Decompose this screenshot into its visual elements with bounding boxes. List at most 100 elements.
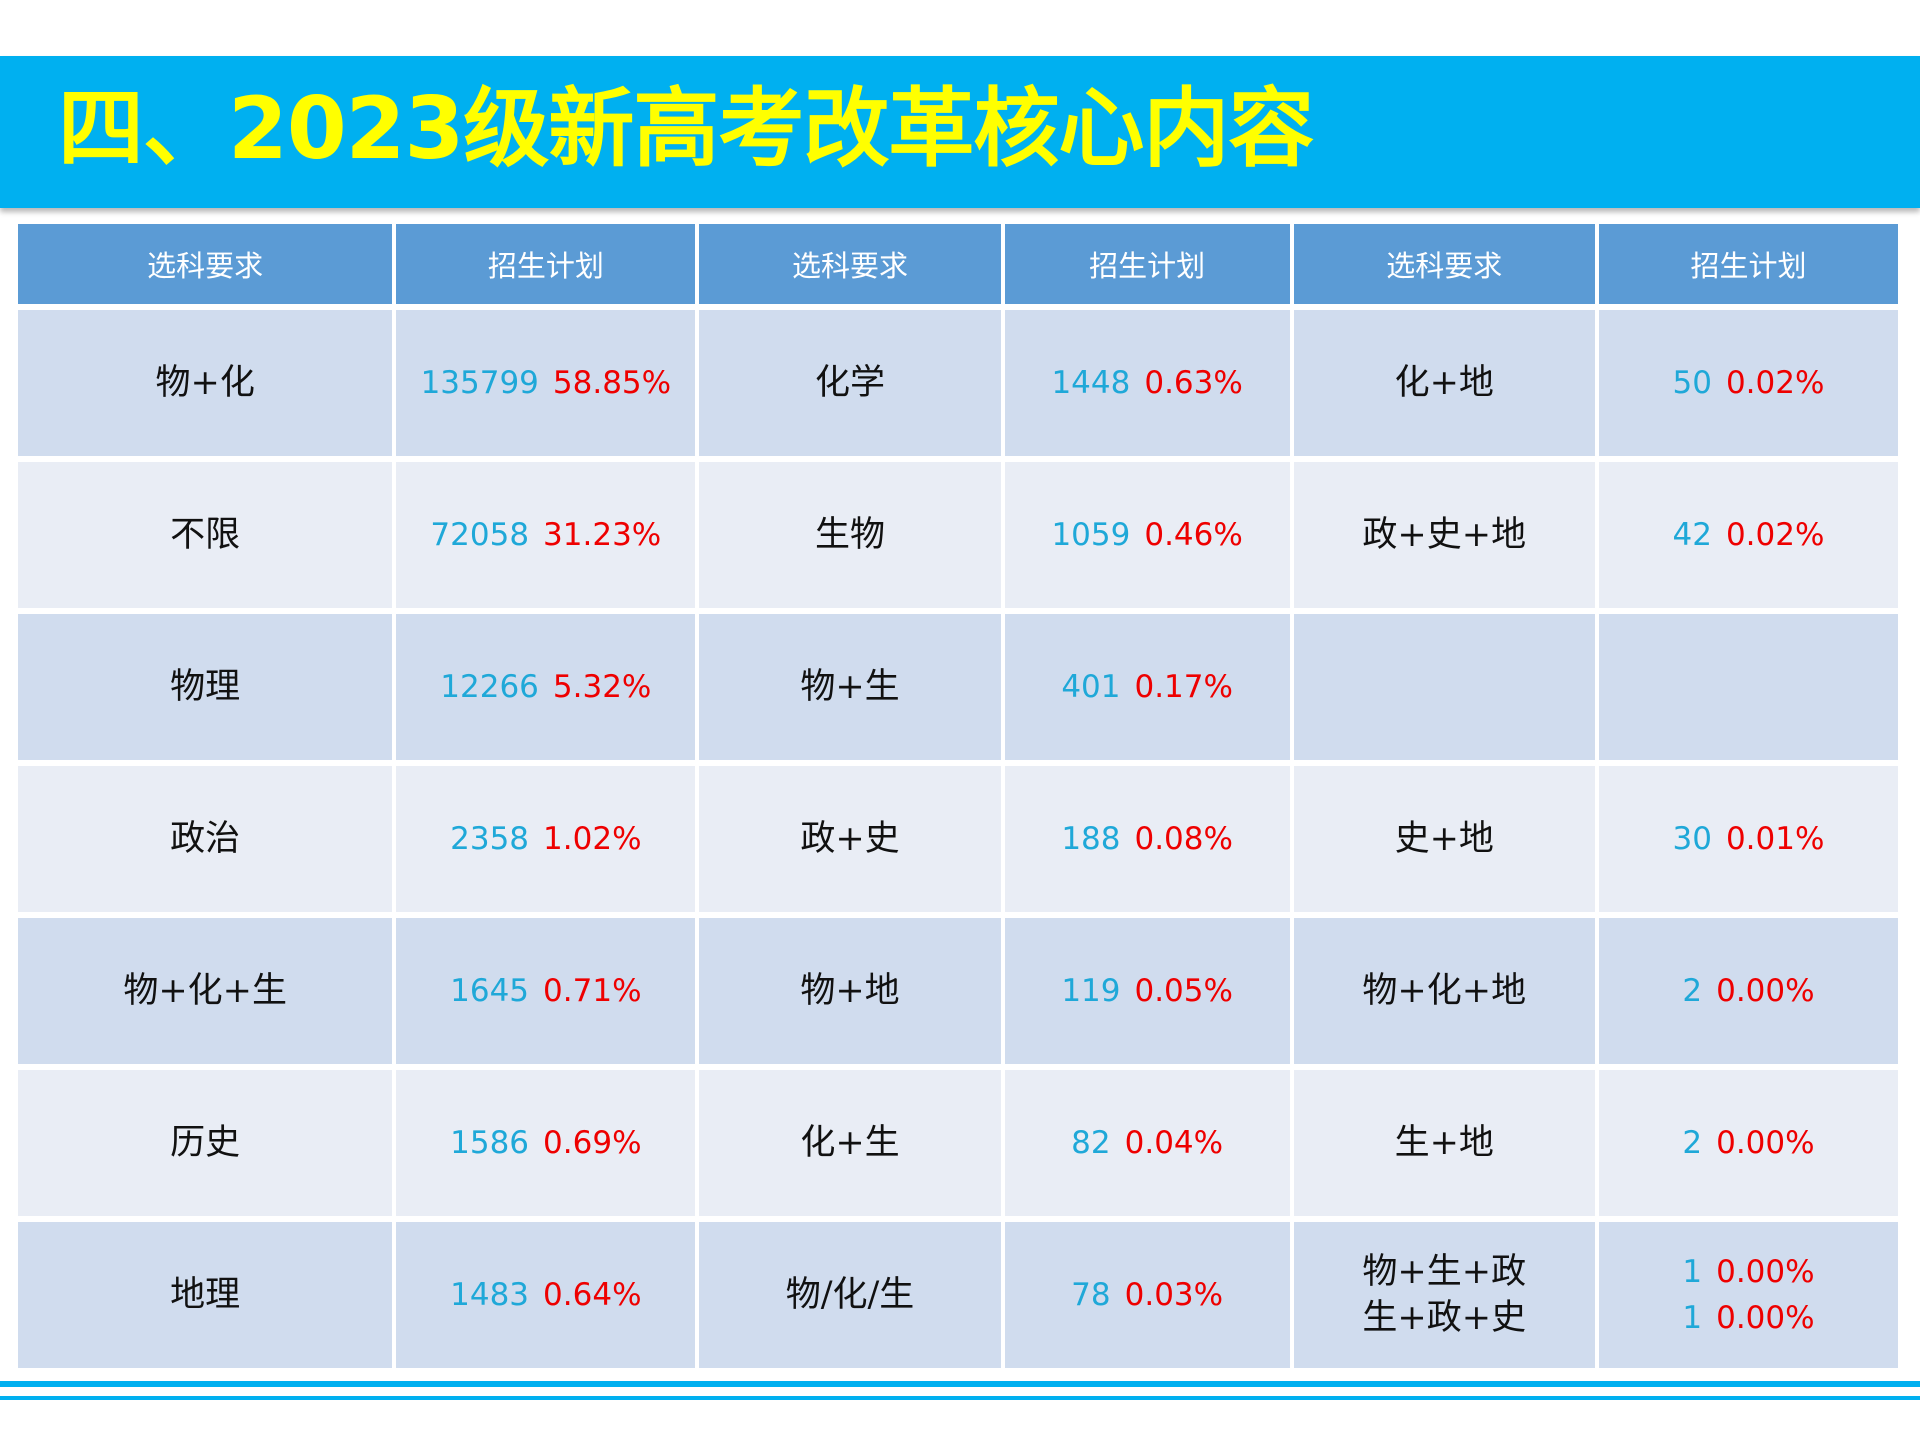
footer-rule-top xyxy=(0,1381,1920,1387)
plan-entry: 12266 5.32% xyxy=(396,664,695,710)
plan-percent: 0.17% xyxy=(1134,669,1233,705)
plan-percent: 0.64% xyxy=(543,1277,642,1313)
plan-entry: 30 0.01% xyxy=(1599,816,1898,862)
enrollment-plan: 1 0.00% 1 0.00% xyxy=(1599,1249,1898,1341)
plan-count: 1 xyxy=(1682,1254,1703,1290)
plan-entry: 135799 58.85% xyxy=(396,360,695,406)
plan-count: 1 xyxy=(1682,1300,1703,1336)
subject-cell xyxy=(1293,614,1595,760)
subject-plan-table: 选科要求 招生计划 选科要求 招生计划 选科要求 招生计划 物+化 135799 5… xyxy=(14,218,1902,1374)
header-enrollment-plan-2: 招生计划 xyxy=(1004,224,1290,304)
plan-cell: 1 0.00% 1 0.00% xyxy=(1598,1222,1898,1368)
plan-count: 2 xyxy=(1682,1125,1703,1161)
subject-requirement: 物+地 xyxy=(699,968,1000,1014)
enrollment-plan: 82 0.04% xyxy=(1005,1120,1290,1166)
plan-entry: 1059 0.46% xyxy=(1005,512,1290,558)
subject-cell: 政+史+地 xyxy=(1293,462,1595,608)
plan-entry: 188 0.08% xyxy=(1005,816,1290,862)
subject-cell: 生物 xyxy=(699,462,1001,608)
subject-requirement: 化学 xyxy=(699,360,1000,406)
plan-cell: 1483 0.64% xyxy=(396,1222,696,1368)
plan-entry: 1483 0.64% xyxy=(396,1272,695,1318)
plan-count: 1448 xyxy=(1051,365,1131,401)
subject-requirement: 物+化 xyxy=(18,360,392,406)
plan-percent: 0.63% xyxy=(1144,365,1243,401)
plan-cell: 2 0.00% xyxy=(1598,918,1898,1064)
plan-percent: 0.00% xyxy=(1716,1125,1815,1161)
plan-count: 2 xyxy=(1682,973,1703,1009)
subject-cell: 物+化 xyxy=(18,310,393,456)
subject-cell: 化+生 xyxy=(699,1070,1001,1216)
plan-percent: 0.03% xyxy=(1124,1277,1224,1313)
header-enrollment-plan-3: 招生计划 xyxy=(1598,224,1898,304)
subject-text: 地理 xyxy=(170,1275,241,1315)
enrollment-plan: 42 0.02% xyxy=(1599,512,1898,558)
subject-cell: 化+地 xyxy=(1293,310,1595,456)
enrollment-plan: 1586 0.69% xyxy=(396,1120,695,1166)
subject-text: 化+地 xyxy=(1394,363,1494,403)
plan-count: 30 xyxy=(1672,821,1712,857)
plan-percent: 0.00% xyxy=(1716,973,1815,1009)
plan-entry: 50 0.02% xyxy=(1599,360,1898,406)
page-title: 四、2023级新高考改革核心内容 xyxy=(58,79,1314,179)
plan-count: 1645 xyxy=(450,973,530,1009)
plan-entry: 1645 0.71% xyxy=(396,968,695,1014)
table-row: 不限 72058 31.23% 生物 1059 0.46% 政+史+地 42 0.02% xyxy=(18,462,1898,608)
subject-cell: 物+生 xyxy=(699,614,1001,760)
subject-requirement: 化+地 xyxy=(1294,360,1595,406)
subject-cell: 物+地 xyxy=(699,918,1001,1064)
plan-count: 1586 xyxy=(450,1125,530,1161)
enrollment-plan: 188 0.08% xyxy=(1005,816,1290,862)
plan-cell: 1448 0.63% xyxy=(1004,310,1290,456)
subject-text: 物+化 xyxy=(155,363,255,403)
plan-count: 401 xyxy=(1061,669,1121,705)
subject-cell: 物/化/生 xyxy=(699,1222,1001,1368)
plan-cell: 1645 0.71% xyxy=(396,918,696,1064)
plan-percent: 0.00% xyxy=(1716,1254,1815,1290)
subject-cell: 政+史 xyxy=(699,766,1001,912)
plan-cell: 1586 0.69% xyxy=(396,1070,696,1216)
enrollment-plan: 119 0.05% xyxy=(1005,968,1290,1014)
plan-percent: 5.32% xyxy=(552,669,652,705)
header-subject-requirement-1: 选科要求 xyxy=(18,224,393,304)
plan-cell: 72058 31.23% xyxy=(396,462,696,608)
plan-cell: 188 0.08% xyxy=(1004,766,1290,912)
subject-text: 政治 xyxy=(170,819,241,859)
header-enrollment-plan-1: 招生计划 xyxy=(396,224,696,304)
plan-cell: 119 0.05% xyxy=(1004,918,1290,1064)
plan-entry: 1448 0.63% xyxy=(1005,360,1290,406)
subject-requirement: 地理 xyxy=(18,1272,392,1318)
plan-entry: 42 0.02% xyxy=(1599,512,1898,558)
subject-requirement: 政+史+地 xyxy=(1294,512,1595,558)
plan-count: 2358 xyxy=(450,821,530,857)
plan-cell: 1059 0.46% xyxy=(1004,462,1290,608)
subject-text: 物+化+地 xyxy=(1362,971,1527,1011)
subject-cell: 历史 xyxy=(18,1070,393,1216)
subject-requirement: 生物 xyxy=(699,512,1000,558)
table-row: 物+化+生 1645 0.71% 物+地 119 0.05% 物+化+地 2 0.00% xyxy=(18,918,1898,1064)
plan-cell: 78 0.03% xyxy=(1004,1222,1290,1368)
plan-entry: 72058 31.23% xyxy=(396,512,695,558)
plan-percent: 0.05% xyxy=(1134,973,1233,1009)
plan-cell: 82 0.04% xyxy=(1004,1070,1290,1216)
enrollment-plan: 72058 31.23% xyxy=(396,512,695,558)
plan-percent: 0.04% xyxy=(1124,1125,1224,1161)
plan-percent: 0.08% xyxy=(1134,821,1233,857)
enrollment-plan: 135799 58.85% xyxy=(396,360,695,406)
enrollment-plan: 1448 0.63% xyxy=(1005,360,1290,406)
enrollment-plan: 50 0.02% xyxy=(1599,360,1898,406)
enrollment-plan: 12266 5.32% xyxy=(396,664,695,710)
plan-count: 72058 xyxy=(430,517,530,553)
subject-text: 物+生 xyxy=(800,667,900,707)
plan-entry: 1 0.00% xyxy=(1599,1295,1898,1341)
plan-percent: 58.85% xyxy=(552,365,672,401)
subject-cell: 政治 xyxy=(18,766,393,912)
plan-cell: 12266 5.32% xyxy=(396,614,696,760)
subject-text: 物/化/生 xyxy=(785,1275,915,1315)
plan-cell: 2358 1.02% xyxy=(396,766,696,912)
subject-cell: 史+地 xyxy=(1293,766,1595,912)
subject-requirement: 物理 xyxy=(18,664,392,710)
table-body: 物+化 135799 58.85% 化学 1448 0.63% 化+地 50 0.02% 不限 72… xyxy=(18,310,1898,1368)
plan-count: 82 xyxy=(1071,1125,1111,1161)
plan-count: 50 xyxy=(1672,365,1712,401)
